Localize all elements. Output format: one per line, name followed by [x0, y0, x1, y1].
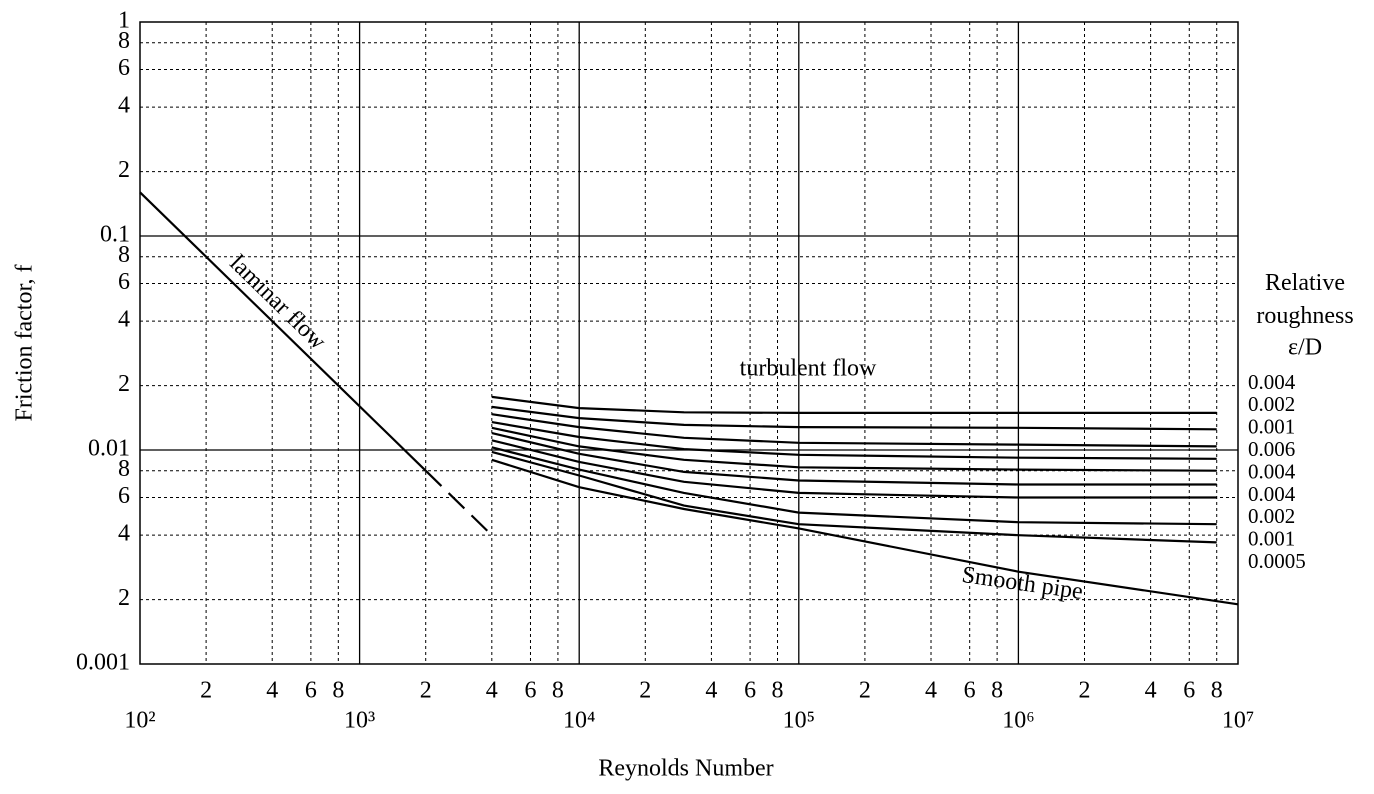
curve [491, 405, 1217, 431]
x-tick-label: 6 [524, 678, 536, 704]
curve [139, 191, 427, 472]
x-tick-label: 6 [305, 678, 317, 704]
x-tick-label: 8 [332, 678, 344, 704]
x-axis-label: Reynolds Number [598, 756, 773, 782]
legend-label: 0.004 [1248, 482, 1296, 506]
curve [491, 426, 1217, 472]
curve [491, 421, 1217, 460]
x-tick-label: 8 [1211, 678, 1223, 704]
curve-label: laminar flow [224, 250, 331, 355]
x-tick-label: 10⁶ [1002, 708, 1034, 734]
curve [491, 446, 1217, 526]
y-tick-label: 4 [118, 307, 130, 333]
y-tick-label: 4 [118, 93, 130, 119]
legend-label: 0.002 [1248, 392, 1295, 416]
plot-frame [139, 21, 1239, 665]
legend-label: 0.002 [1248, 504, 1295, 528]
x-tick-label: 4 [266, 678, 278, 704]
y-axis-label: Friction factor, f [12, 265, 38, 422]
annotation: Relative roughness [1256, 270, 1353, 329]
legend-label: 0.006 [1248, 437, 1295, 461]
legend-label: 0.004 [1248, 459, 1296, 483]
curve [491, 395, 1217, 414]
curve-label: Smooth pipe [960, 562, 1084, 605]
y-tick-label: 1 [118, 8, 130, 34]
y-tick-label: 6 [118, 55, 130, 81]
x-tick-label: 10³ [344, 708, 375, 734]
y-tick-label: 6 [118, 483, 130, 509]
y-tick-label: 8 [118, 28, 130, 54]
y-tick-label: 0.001 [76, 650, 130, 676]
x-tick-label: 10⁷ [1222, 708, 1254, 734]
legend-label: 0.001 [1248, 527, 1295, 551]
x-tick-label: 4 [1145, 678, 1157, 704]
annotation-line: roughness [1256, 303, 1353, 329]
curve [491, 458, 1239, 606]
x-tick-label: 6 [744, 678, 756, 704]
annotation: turbulent flow [740, 356, 877, 382]
x-tick-label: 2 [420, 678, 432, 704]
y-tick-label: 6 [118, 269, 130, 295]
x-tick-label: 8 [552, 678, 564, 704]
y-tick-label: 8 [118, 242, 130, 268]
x-tick-label: 6 [964, 678, 976, 704]
x-tick-label: 2 [639, 678, 651, 704]
y-tick-label: 4 [118, 521, 130, 547]
curve [491, 432, 1217, 486]
x-tick-label: 10² [124, 708, 155, 734]
x-tick-label: 4 [486, 678, 498, 704]
x-tick-label: 6 [1183, 678, 1195, 704]
curve [491, 413, 1217, 448]
x-tick-label: 8 [772, 678, 784, 704]
x-tick-label: 2 [859, 678, 871, 704]
x-tick-label: 2 [200, 678, 212, 704]
x-tick-label: 4 [705, 678, 717, 704]
y-tick-label: 2 [118, 371, 130, 397]
legend-label: 0.0005 [1248, 549, 1306, 573]
legend-label: 0.001 [1248, 415, 1295, 439]
y-tick-label: 2 [118, 157, 130, 183]
y-tick-label: 2 [118, 585, 130, 611]
x-tick-label: 4 [925, 678, 937, 704]
curve [491, 450, 1217, 544]
annotation: ε/D [1288, 335, 1322, 361]
y-tick-label: 0.01 [88, 436, 130, 462]
curve [424, 469, 493, 536]
y-tick-label: 8 [118, 456, 130, 482]
legend-label: 0.004 [1248, 370, 1296, 394]
curve [491, 439, 1217, 499]
y-tick-label: 0.1 [100, 222, 130, 248]
annotation-line: Relative [1265, 270, 1345, 296]
x-tick-label: 10⁵ [783, 708, 815, 734]
x-tick-label: 10⁴ [563, 708, 595, 734]
x-tick-label: 2 [1079, 678, 1091, 704]
x-tick-label: 8 [991, 678, 1003, 704]
